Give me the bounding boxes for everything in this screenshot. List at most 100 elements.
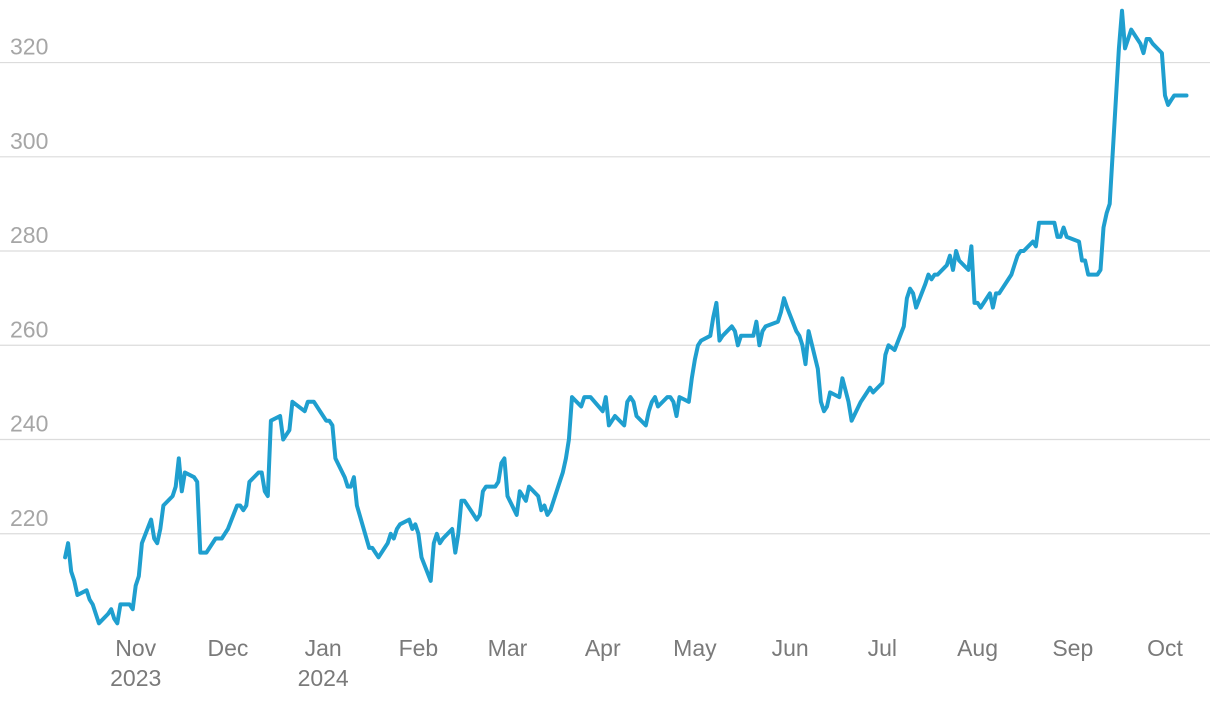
data-point bbox=[800, 343, 804, 347]
data-point bbox=[604, 395, 608, 399]
data-point bbox=[668, 395, 672, 399]
x-tick-label: Oct bbox=[1147, 635, 1183, 661]
data-point bbox=[601, 409, 605, 413]
data-point bbox=[389, 532, 393, 536]
data-point bbox=[1148, 37, 1152, 41]
data-point bbox=[1034, 244, 1038, 248]
series-points-0 bbox=[63, 9, 1188, 626]
data-point bbox=[392, 537, 396, 541]
data-point bbox=[496, 480, 500, 484]
data-point bbox=[954, 249, 958, 253]
data-point bbox=[281, 438, 285, 442]
data-point bbox=[908, 287, 912, 291]
data-point bbox=[613, 414, 617, 418]
data-point bbox=[287, 428, 291, 432]
data-point bbox=[757, 343, 761, 347]
data-point bbox=[979, 306, 983, 310]
data-point bbox=[761, 329, 765, 333]
data-point bbox=[475, 518, 479, 522]
data-point bbox=[441, 537, 445, 541]
data-point bbox=[807, 329, 811, 333]
data-point bbox=[564, 456, 568, 460]
data-point bbox=[88, 598, 92, 602]
y-tick-label: 300 bbox=[10, 128, 48, 154]
data-point bbox=[850, 419, 854, 423]
data-point bbox=[561, 471, 565, 475]
data-point bbox=[407, 518, 411, 522]
data-point bbox=[1126, 37, 1130, 41]
data-point bbox=[85, 588, 89, 592]
data-point bbox=[515, 513, 519, 517]
data-point bbox=[736, 343, 740, 347]
x-axis-ticks: Nov 2023 Dec Jan 2024 Feb Mar Apr May Jun Jul Aug Se… bbox=[110, 635, 1183, 691]
data-point bbox=[456, 532, 460, 536]
data-point bbox=[948, 254, 952, 258]
data-point bbox=[969, 244, 973, 248]
data-point bbox=[1077, 240, 1081, 244]
data-point bbox=[481, 489, 485, 493]
data-point bbox=[1043, 221, 1047, 225]
data-point bbox=[1000, 287, 1004, 291]
data-point bbox=[521, 494, 525, 498]
data-point bbox=[957, 259, 961, 263]
data-point bbox=[567, 438, 571, 442]
data-point bbox=[794, 329, 798, 333]
x-tick-label: Jul bbox=[868, 635, 897, 661]
data-point bbox=[192, 475, 196, 479]
data-point bbox=[825, 405, 829, 409]
data-point bbox=[158, 527, 162, 531]
data-point bbox=[1138, 42, 1142, 46]
data-point bbox=[453, 551, 457, 555]
data-point bbox=[223, 532, 227, 536]
data-point bbox=[266, 494, 270, 498]
data-point bbox=[484, 485, 488, 489]
data-point bbox=[742, 334, 746, 338]
x-tick-label: Mar bbox=[488, 635, 528, 661]
data-point bbox=[1052, 221, 1056, 225]
data-point bbox=[247, 480, 251, 484]
data-point bbox=[647, 409, 651, 413]
data-point bbox=[871, 390, 875, 394]
data-point bbox=[463, 499, 467, 503]
data-point bbox=[539, 508, 543, 512]
data-point bbox=[656, 405, 660, 409]
data-point bbox=[862, 395, 866, 399]
data-point bbox=[865, 390, 869, 394]
data-point bbox=[1169, 98, 1173, 102]
data-point bbox=[204, 551, 208, 555]
data-point bbox=[97, 621, 101, 625]
x-tick-label: Aug bbox=[957, 635, 998, 661]
data-point bbox=[112, 617, 116, 621]
data-point bbox=[893, 348, 897, 352]
gridlines bbox=[0, 61, 1210, 535]
data-point bbox=[1166, 103, 1170, 107]
data-point bbox=[1160, 51, 1164, 55]
data-point bbox=[413, 522, 417, 526]
data-point bbox=[840, 376, 844, 380]
data-point bbox=[502, 456, 506, 460]
data-point bbox=[1185, 94, 1189, 98]
data-point bbox=[1016, 254, 1020, 258]
data-point bbox=[435, 532, 439, 536]
x-tick-label: Sep bbox=[1052, 635, 1093, 661]
data-point bbox=[506, 494, 510, 498]
data-point bbox=[671, 400, 675, 404]
data-point bbox=[754, 320, 758, 324]
data-point bbox=[478, 513, 482, 517]
data-point bbox=[174, 485, 178, 489]
data-point bbox=[303, 409, 307, 413]
data-point bbox=[822, 409, 826, 413]
data-point bbox=[880, 381, 884, 385]
data-point bbox=[226, 527, 230, 531]
data-point bbox=[420, 555, 424, 559]
data-point bbox=[579, 405, 583, 409]
data-point bbox=[536, 494, 540, 498]
data-point bbox=[966, 268, 970, 272]
data-point bbox=[1123, 46, 1127, 50]
data-point bbox=[690, 376, 694, 380]
data-point bbox=[171, 494, 175, 498]
data-point bbox=[988, 291, 992, 295]
data-point bbox=[493, 485, 497, 489]
x-tick-year-label: 2023 bbox=[110, 665, 161, 691]
